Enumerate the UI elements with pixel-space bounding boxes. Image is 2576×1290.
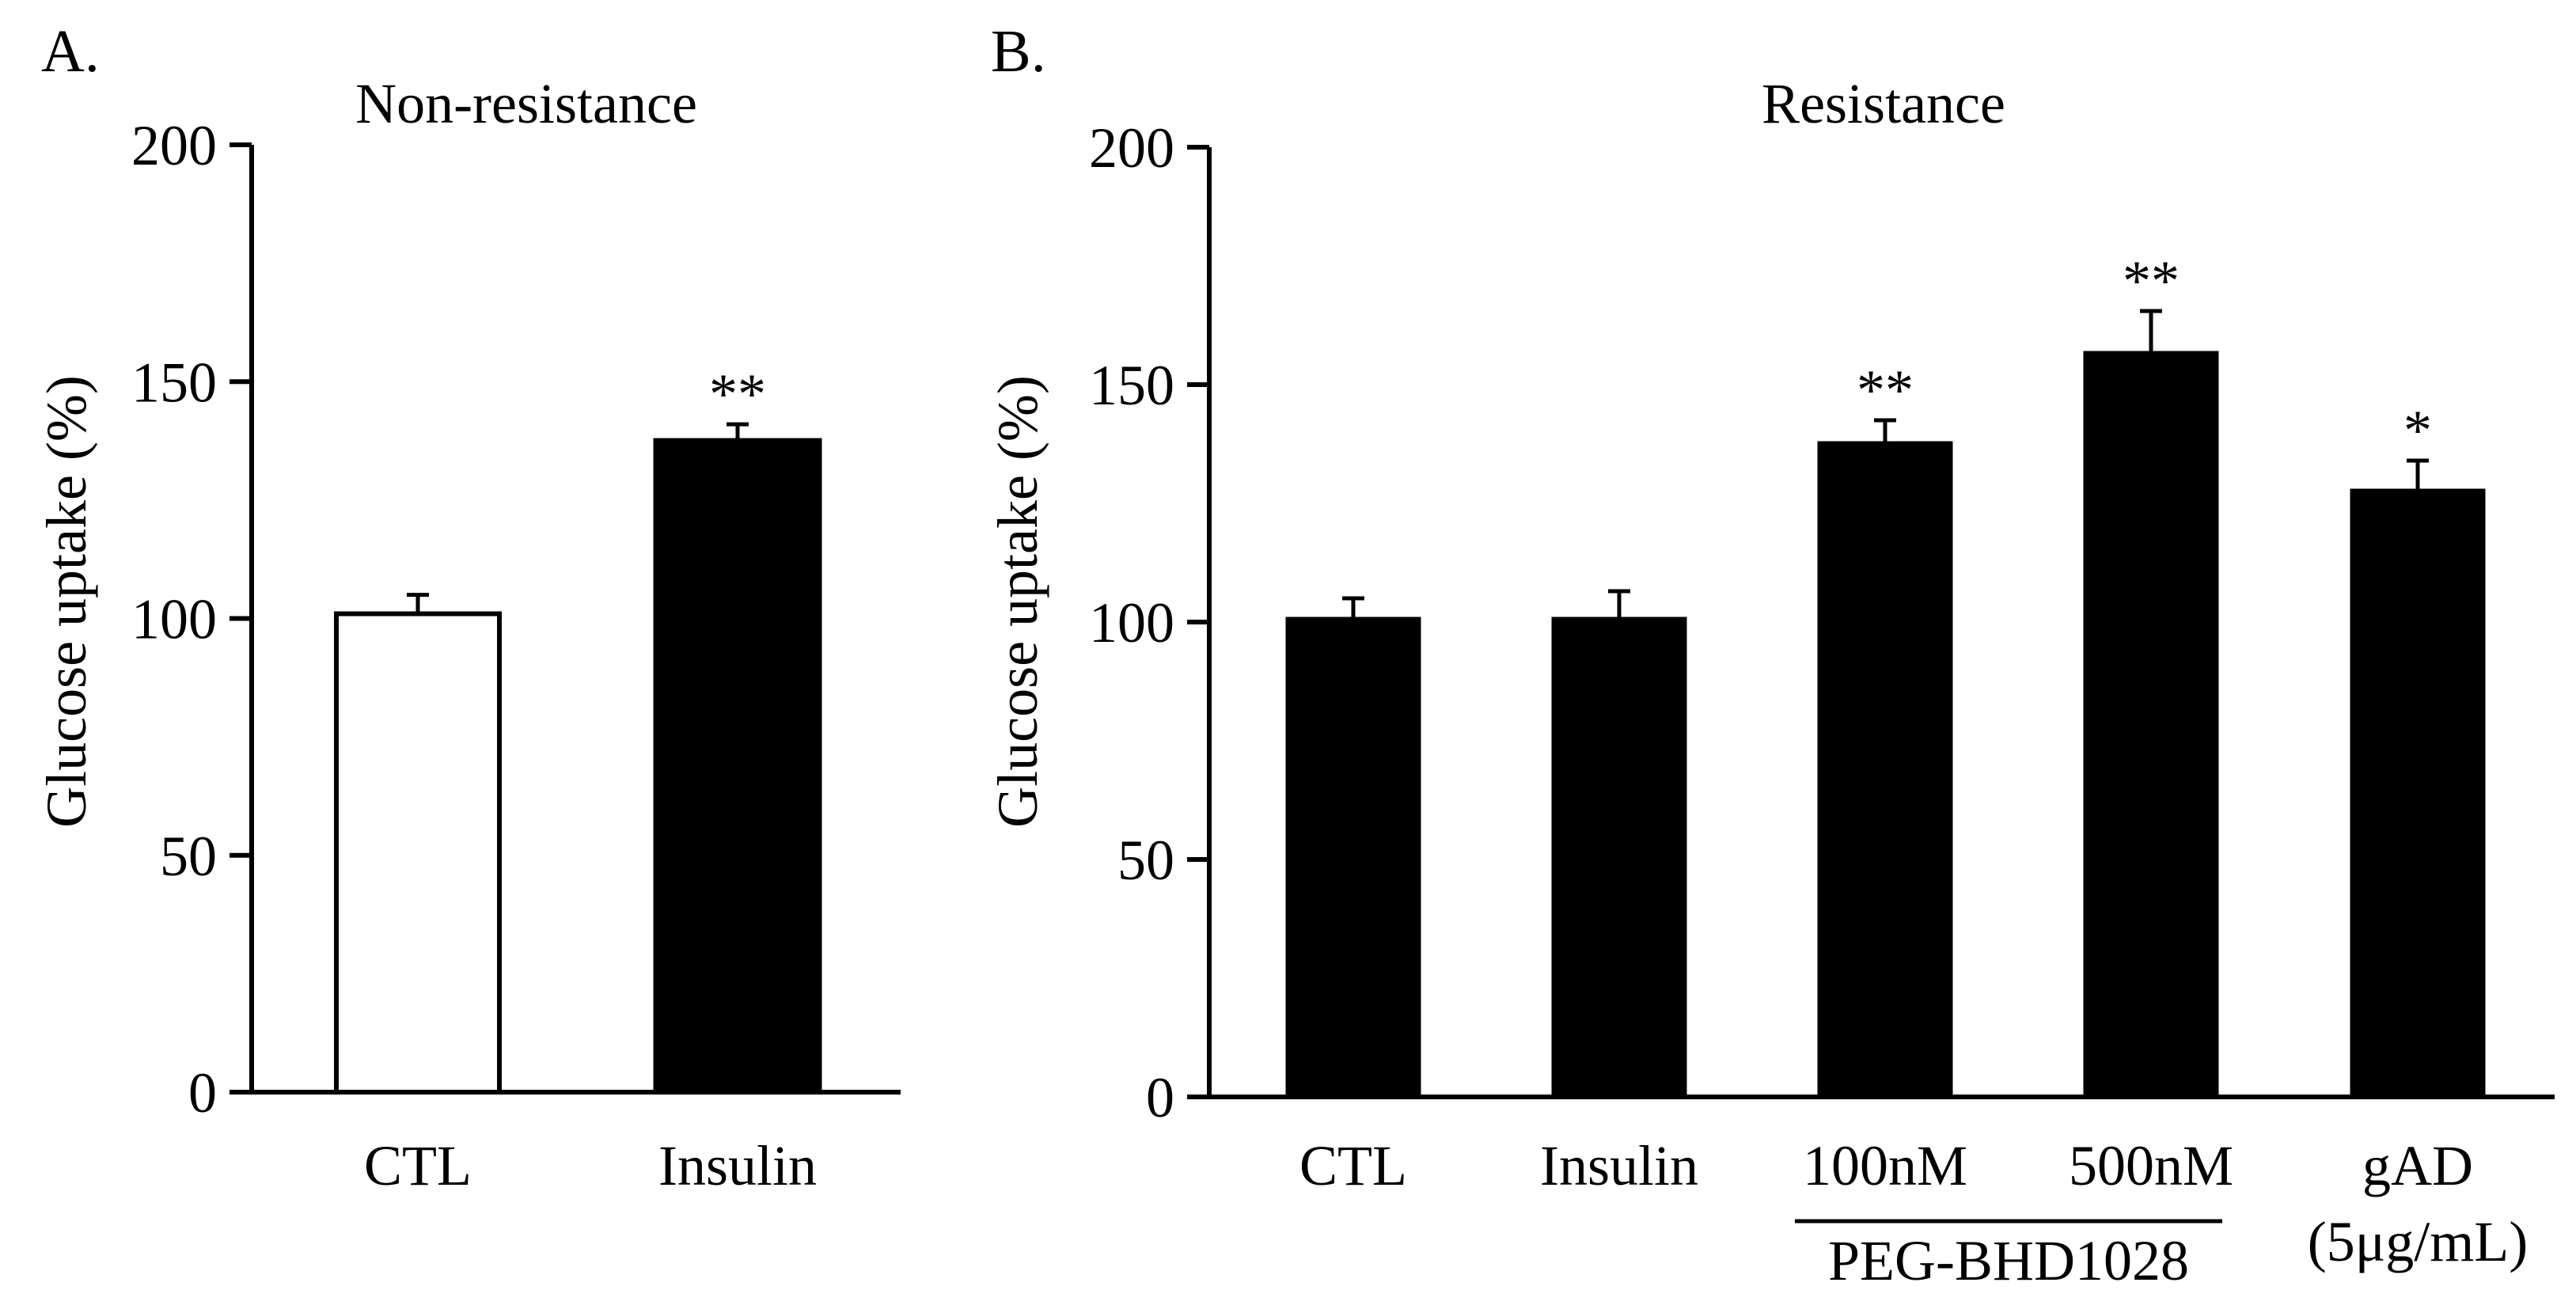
panel-b-bar-gad <box>2350 488 2486 1098</box>
panel-b-y-axis-title: Glucose uptake (%) <box>986 375 1049 828</box>
panel-b-bar-100nm <box>1817 441 1953 1098</box>
panel-a-bar-ctl <box>334 611 502 1095</box>
panel-b-y-tick-label: 100 <box>1089 591 1174 654</box>
panel-b-y-tick-label: 150 <box>1089 354 1174 417</box>
panel-b-category-label: Insulin <box>1540 1134 1698 1197</box>
panel-b-letter: B. <box>991 18 1046 85</box>
panel-a-category-labels: CTL Insulin <box>364 1134 817 1197</box>
panel-a-axes <box>249 145 901 1095</box>
panel-b-title: Resistance <box>1762 72 2005 135</box>
panel-b-category-label: 500nM <box>2069 1134 2233 1197</box>
panel-a-y-ticks: 0 50 100 150 200 <box>131 114 252 1125</box>
panel-a-title: Non-resistance <box>355 72 697 135</box>
panel-a-category-label: CTL <box>364 1134 472 1197</box>
panel-b-category-label: 100nM <box>1803 1134 1967 1197</box>
panel-b-category-label: gAD <box>2362 1134 2473 1197</box>
panel-b-group-label: PEG-BHD1028 <box>1828 1229 2189 1290</box>
panel-a-category-label: Insulin <box>658 1134 817 1197</box>
panel-b-category-sublabel: (5μg/mL) <box>2308 1210 2529 1273</box>
panel-b-category-labels: CTL Insulin 100nM 500nM gAD (5μg/mL) <box>1299 1134 2528 1273</box>
panel-b-bar-500nm <box>2083 351 2219 1098</box>
panel-a-letter: A. <box>41 18 100 85</box>
panel-b-significance-marker: ** <box>1857 359 1914 422</box>
panel-b-chart: B. Resistance Glucose uptake (%) 0 50 100 1… <box>986 18 2555 1290</box>
panel-a-bars: ** <box>334 362 822 1095</box>
panel-b-y-tick-label: 200 <box>1089 116 1174 180</box>
panel-b-bar-ctl <box>1285 617 1421 1098</box>
panel-b-y-tick-label: 0 <box>1146 1066 1174 1129</box>
panel-b-category-label: CTL <box>1299 1134 1407 1197</box>
panel-b-y-tick-label: 50 <box>1117 829 1174 892</box>
panel-a-y-tick-label: 0 <box>188 1061 217 1125</box>
panel-a-y-axis-title: Glucose uptake (%) <box>35 375 98 828</box>
panel-b-axes <box>1207 147 2555 1099</box>
panel-b-bar-insulin <box>1551 617 1687 1098</box>
panel-a-chart: A. Non-resistance Glucose uptake (%) 0 50… <box>35 18 901 1197</box>
panel-a-y-tick-label: 150 <box>131 351 217 414</box>
panel-b-bars: ***** <box>1285 249 2486 1098</box>
panel-a-y-tick-label: 50 <box>160 825 217 888</box>
panel-a-y-tick-label: 100 <box>131 588 217 651</box>
panel-a-significance-marker: ** <box>709 362 766 426</box>
panel-b-significance-marker: * <box>2403 399 2432 462</box>
panel-a-bar-insulin <box>653 438 822 1093</box>
panel-b-y-ticks: 0 50 100 150 200 <box>1089 116 1209 1129</box>
panel-a-y-tick-label: 200 <box>131 114 217 177</box>
panel-b-significance-marker: ** <box>2123 249 2180 313</box>
